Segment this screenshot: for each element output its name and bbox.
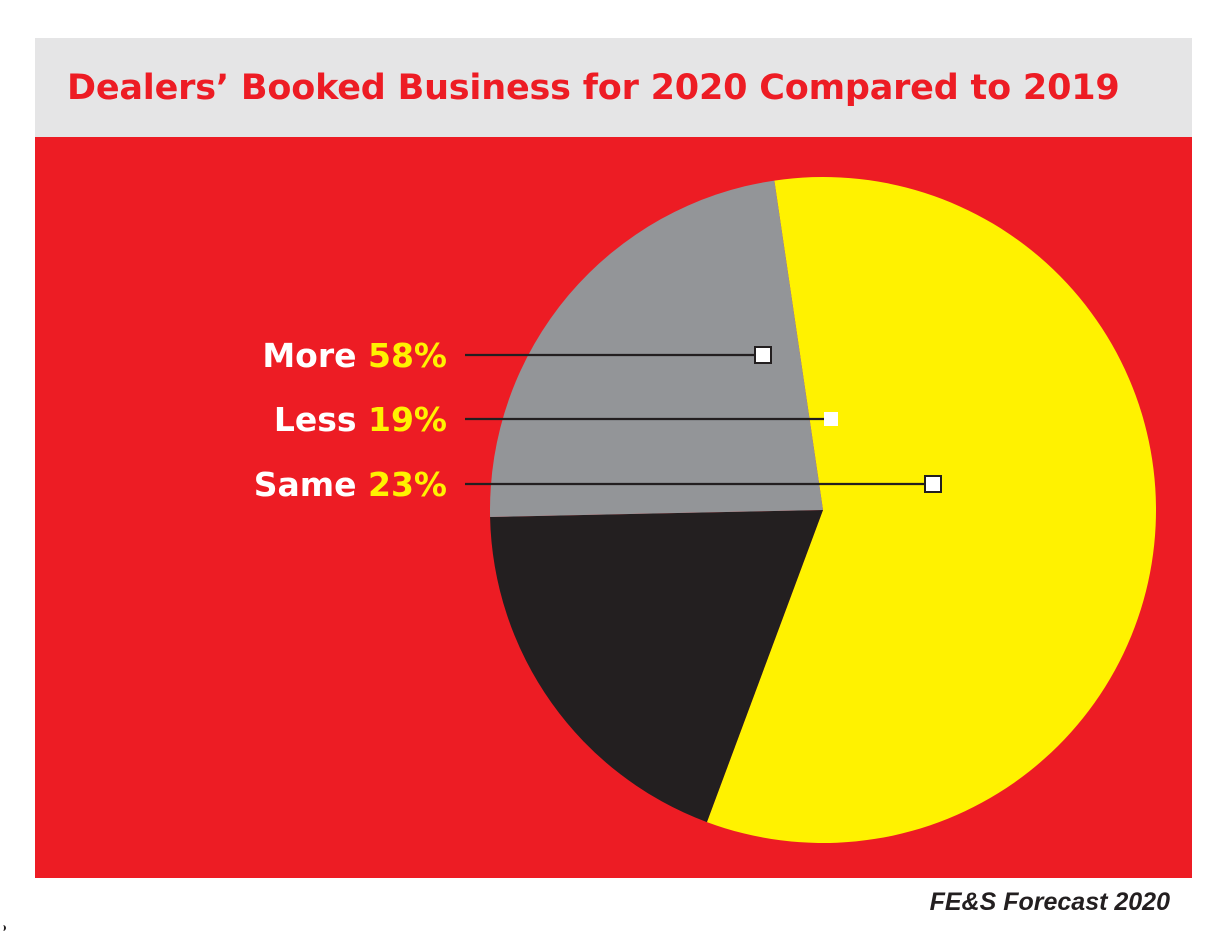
slice-value-more: 58% — [368, 336, 447, 375]
slice-labels: More 58%Less 19%Same 23% — [254, 336, 447, 504]
leader-marker-same — [924, 475, 942, 493]
slice-label-same: Same 23% — [254, 465, 447, 504]
plot-area: More 58% Less 19% Same 23% — [35, 137, 1192, 878]
leader-marker-less — [824, 412, 838, 426]
source-credit: FE&S Forecast 2020 — [929, 888, 1170, 916]
leader-lines — [465, 346, 942, 493]
pie-slice-same — [489, 180, 823, 517]
slice-value-less: 19% — [368, 400, 447, 439]
pie-chart: More 58%Less 19%Same 23% — [254, 176, 1157, 843]
chart-frame: Dealers’ Booked Business for 2020 Compar… — [35, 38, 1192, 878]
pie-slice-more — [706, 176, 1157, 843]
leader-marker-more — [754, 346, 772, 364]
slice-name-less: Less — [274, 400, 368, 439]
slice-value-same: 23% — [368, 465, 447, 504]
slice-label-less: Less 19% — [274, 400, 447, 439]
pie-slices — [489, 176, 1157, 843]
slice-name-more: More — [262, 336, 368, 375]
slice-label-more: More 58% — [262, 336, 447, 375]
title-bar: Dealers’ Booked Business for 2020 Compar… — [35, 38, 1192, 137]
page-mark — [0, 925, 6, 931]
chart-title: Dealers’ Booked Business for 2020 Compar… — [67, 68, 1120, 108]
slice-name-same: Same — [254, 465, 368, 504]
pie-slice-less — [490, 510, 823, 823]
